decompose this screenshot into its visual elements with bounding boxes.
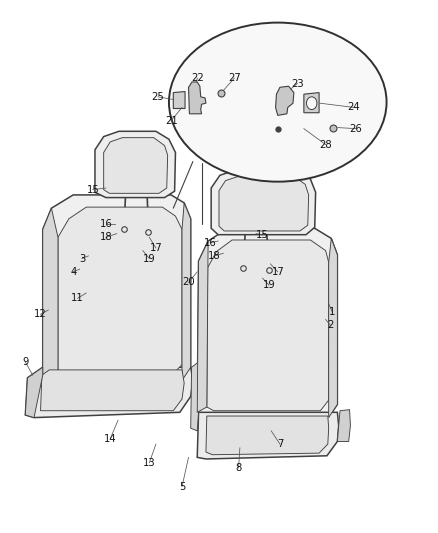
Text: 14: 14: [104, 434, 117, 444]
Polygon shape: [25, 367, 43, 418]
Text: 25: 25: [152, 92, 164, 102]
Polygon shape: [337, 410, 350, 441]
Text: 9: 9: [22, 357, 28, 367]
Polygon shape: [182, 203, 191, 381]
Text: 4: 4: [70, 267, 76, 277]
Text: 21: 21: [165, 116, 177, 126]
Text: 20: 20: [182, 277, 195, 287]
Text: 24: 24: [348, 102, 360, 112]
Text: 11: 11: [71, 293, 84, 303]
Text: 3: 3: [79, 254, 85, 263]
Polygon shape: [197, 241, 208, 413]
Text: 27: 27: [228, 73, 240, 83]
Text: 17: 17: [272, 267, 284, 277]
Polygon shape: [173, 92, 185, 109]
Text: 19: 19: [143, 254, 156, 263]
Circle shape: [307, 97, 317, 110]
Polygon shape: [276, 86, 294, 115]
Polygon shape: [304, 93, 319, 113]
Polygon shape: [43, 195, 191, 381]
Text: 5: 5: [179, 481, 185, 491]
Text: 22: 22: [191, 73, 204, 83]
Text: 19: 19: [263, 280, 276, 290]
Text: 23: 23: [291, 78, 304, 88]
Text: 18: 18: [99, 232, 112, 243]
Text: 7: 7: [277, 439, 283, 449]
Polygon shape: [191, 362, 198, 431]
Text: 13: 13: [143, 458, 155, 467]
Ellipse shape: [169, 22, 387, 182]
Text: 12: 12: [34, 309, 47, 319]
Text: 8: 8: [236, 463, 242, 473]
Text: 17: 17: [149, 243, 162, 253]
Polygon shape: [211, 170, 316, 235]
Polygon shape: [41, 370, 184, 411]
Text: 1: 1: [329, 306, 336, 317]
Text: 15: 15: [256, 230, 269, 240]
Polygon shape: [328, 238, 337, 418]
Text: 15: 15: [86, 184, 99, 195]
Text: 28: 28: [319, 140, 332, 150]
Polygon shape: [206, 416, 328, 455]
Polygon shape: [95, 131, 176, 198]
Text: 18: 18: [208, 251, 221, 261]
Text: 26: 26: [350, 124, 363, 134]
Polygon shape: [25, 367, 193, 418]
Polygon shape: [58, 207, 182, 374]
Polygon shape: [188, 82, 206, 114]
Polygon shape: [219, 176, 309, 231]
Polygon shape: [207, 240, 328, 411]
Text: 2: 2: [327, 320, 333, 330]
Polygon shape: [197, 413, 339, 459]
Text: 16: 16: [99, 219, 112, 229]
Polygon shape: [104, 138, 168, 193]
Polygon shape: [197, 228, 337, 418]
Polygon shape: [43, 208, 58, 381]
Text: 16: 16: [204, 238, 217, 248]
